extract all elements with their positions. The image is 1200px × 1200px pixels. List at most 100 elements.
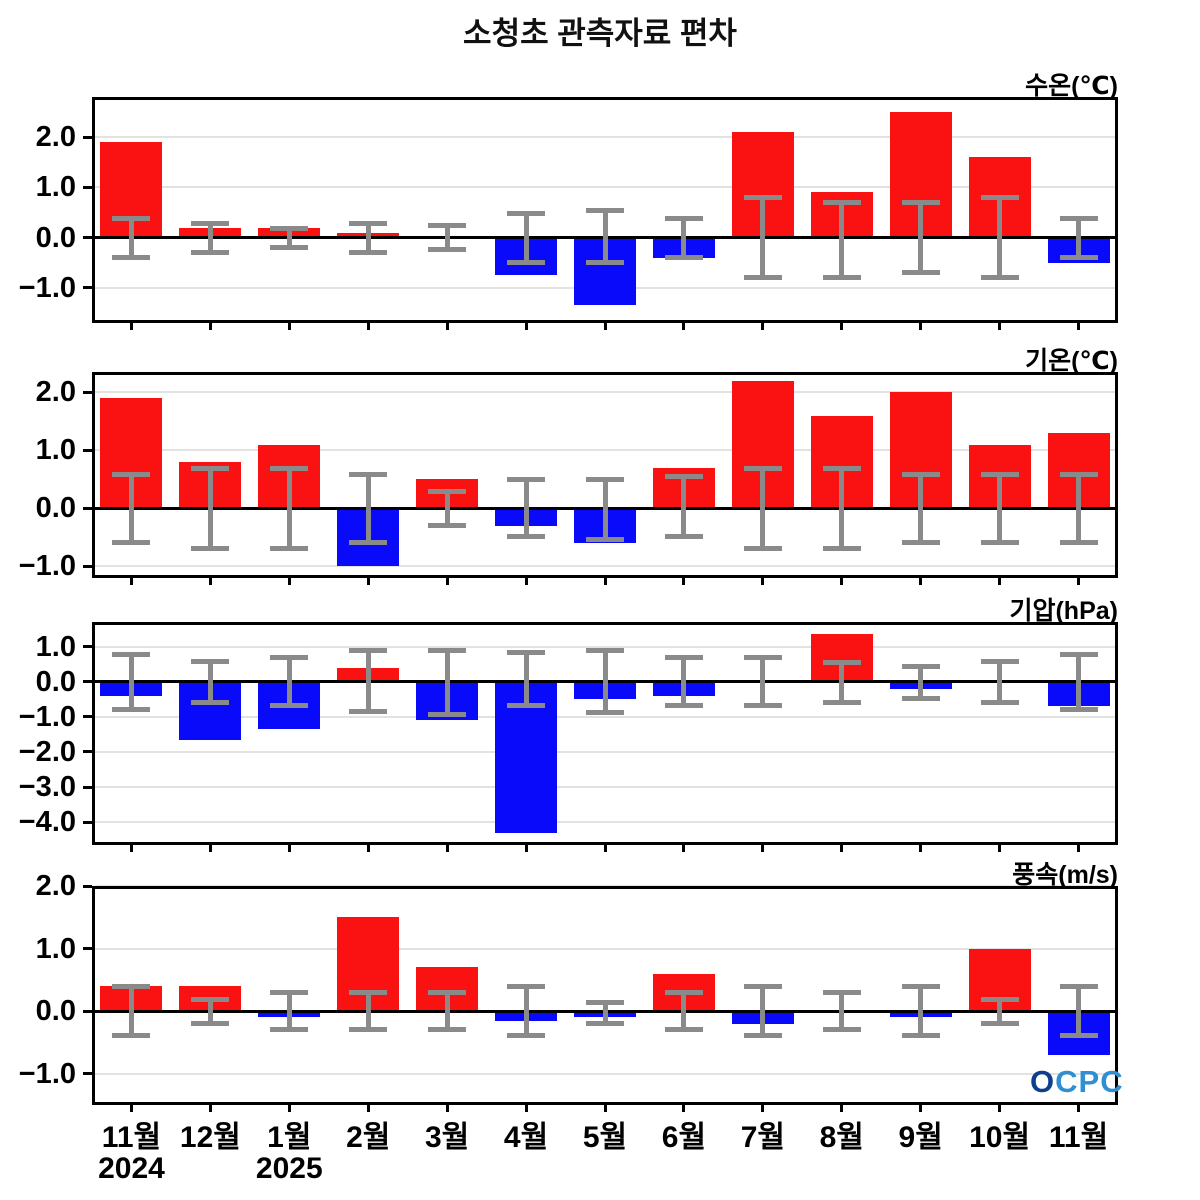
error-bar-line [1076,986,1082,1037]
error-bar-line [602,1001,608,1024]
x-tick-mark [208,323,212,330]
x-tick-mark [208,1105,212,1112]
error-bar-line [128,473,134,544]
error-bar-cap-top [428,990,467,996]
page-title: 소청초 관측자료 편차 [463,16,737,51]
month-label: 11월 [101,1121,162,1154]
error-bar-cap-top [822,465,861,471]
error-bar-cap-top [586,648,624,654]
x-tick-mark [682,578,686,585]
error-bar-cap-top [112,651,151,657]
error-bar-cap-bottom [822,274,861,280]
month-label: 9월 [898,1121,943,1154]
error-bar-cap-bottom [191,545,230,551]
x-tick-mark [603,578,607,585]
y-tick-mark [83,785,92,789]
error-bar-cap-bottom [980,1020,1019,1026]
error-bar-line [207,222,213,253]
error-bar-line [444,992,450,1030]
error-bar-line [207,998,213,1024]
x-tick-mark [998,323,1002,330]
error-bar-cap-bottom [586,710,624,716]
y-tick-label: 1.0 [35,630,76,663]
error-bar-cap-top [112,471,151,477]
error-bar-cap-bottom [270,545,309,551]
error-bar-cap-bottom [112,254,151,260]
error-bar-cap-top [901,663,940,669]
panel-1-frame [92,97,1118,323]
x-tick-mark [208,578,212,585]
x-tick-mark [1077,578,1081,585]
error-bar-cap-top [664,474,703,480]
error-bar-line [760,197,766,278]
x-tick-mark [445,578,449,585]
y-tick-mark [83,1009,92,1013]
month-label: 4월 [503,1121,549,1154]
error-bar-line [839,202,845,278]
error-bar-cap-top [664,655,703,661]
y-tick-mark [83,1072,92,1076]
x-tick-mark [445,1105,449,1112]
y-tick-label: −1.0 [18,700,76,733]
error-bar-line [1076,653,1082,710]
error-bar-line [602,650,608,714]
error-bar-cap-bottom [191,1020,230,1026]
error-bar-line [444,490,450,526]
error-bar-line [681,217,687,258]
error-bar-line [365,222,371,253]
y-tick-label: 0.0 [35,221,76,254]
error-bar-cap-bottom [664,703,703,709]
error-bar-cap-top [191,996,230,1002]
error-bar-cap-bottom [112,540,151,546]
y-tick-label: −1.0 [18,1057,76,1090]
month-label: 1월 [267,1121,312,1154]
error-bar-line [207,660,213,703]
error-bar-cap-bottom [1059,1033,1098,1039]
error-bar-cap-bottom [586,537,624,543]
error-bar-cap-top [270,655,309,661]
error-bar-line [286,467,292,549]
error-bar-cap-bottom [349,708,388,714]
error-bar-line [286,657,292,707]
x-tick-mark [366,1105,370,1112]
x-tick-mark [840,323,844,330]
error-bar-cap-top [191,658,230,664]
year-label: 2025 [255,1152,323,1185]
error-bar-line [602,479,608,541]
gridline [95,186,1115,189]
y-tick-label: 0.0 [35,492,76,525]
x-tick-mark [919,578,923,585]
error-bar-cap-bottom [980,274,1019,280]
gridline [95,750,1115,753]
y-tick-mark [83,645,92,649]
error-bar-cap-top [743,984,782,990]
error-bar-cap-bottom [270,703,309,709]
y-tick-label: −1.0 [18,550,76,583]
x-tick-mark [287,323,291,330]
error-bar-cap-bottom [664,1026,703,1032]
error-bar-cap-top [349,990,388,996]
y-tick-label: −3.0 [18,771,76,804]
error-bar-line [365,992,371,1030]
x-tick-mark [919,845,923,852]
error-bar-cap-top [349,648,388,654]
x-tick-mark [761,845,765,852]
month-label: 8월 [819,1121,864,1154]
error-bar-cap-top [507,477,546,483]
error-bar-cap-bottom [980,540,1019,546]
error-bar-cap-bottom [901,540,940,546]
error-bar-cap-top [270,465,309,471]
month-label: 7월 [740,1121,785,1154]
y-tick-label: 1.0 [35,434,76,467]
error-bar-line [997,998,1003,1024]
month-label: 6월 [661,1121,707,1154]
x-tick-mark [524,845,528,852]
error-bar-cap-bottom [507,534,546,540]
error-bar-line [128,986,134,1037]
x-tick-mark [998,1105,1002,1112]
error-bar-cap-bottom [664,254,703,260]
month-label: 2월 [346,1121,391,1154]
error-bar-line [365,650,371,712]
x-tick-mark [1077,323,1081,330]
x-tick-mark [366,578,370,585]
